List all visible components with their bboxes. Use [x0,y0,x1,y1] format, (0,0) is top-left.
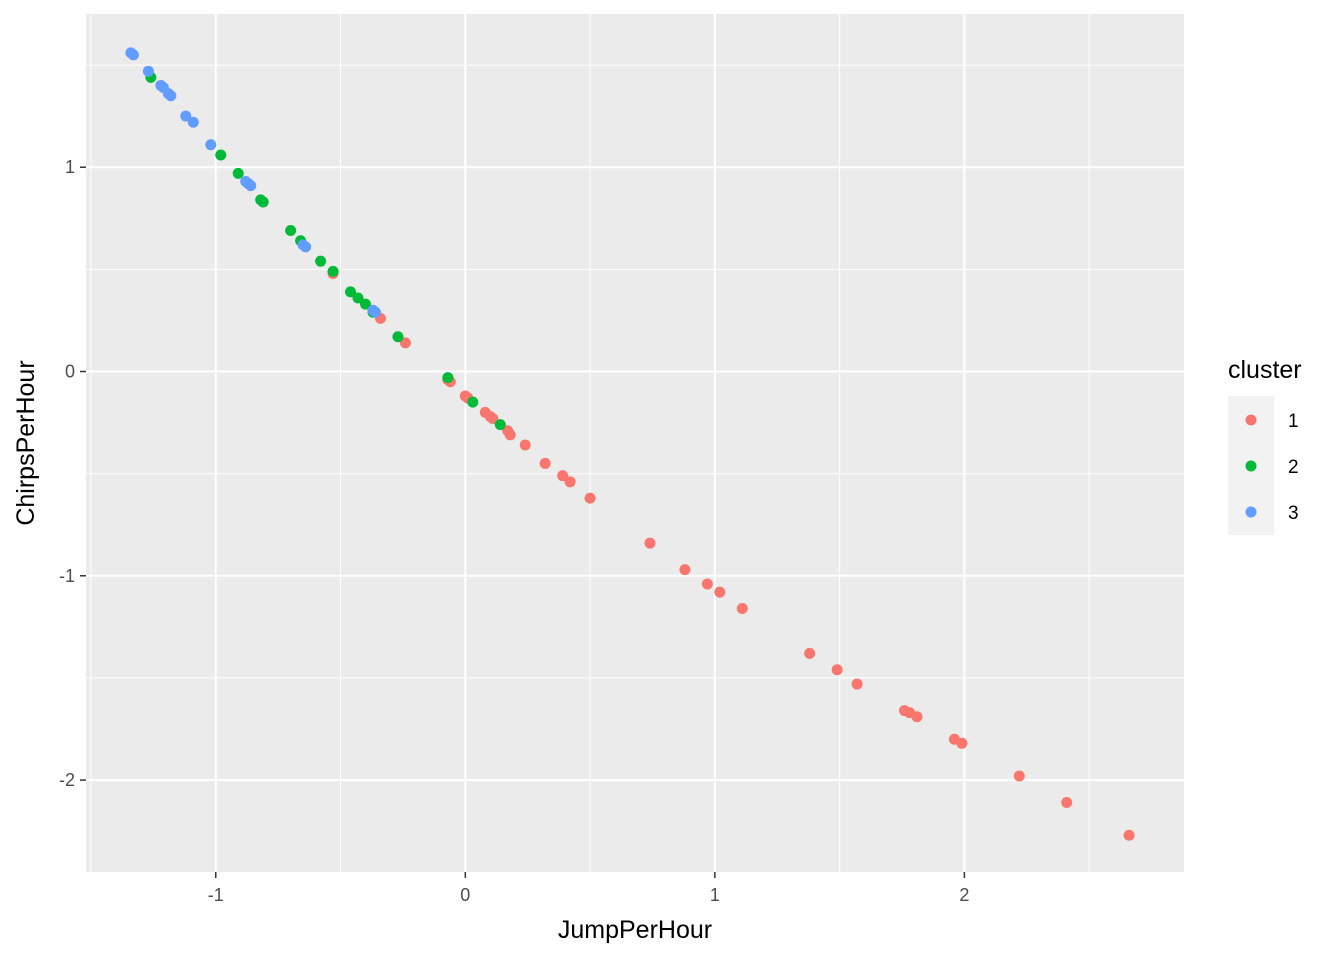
data-point-cluster-2 [392,331,404,343]
data-point-cluster-2 [257,196,269,208]
data-point-cluster-1 [564,476,576,488]
data-point-cluster-2 [359,298,371,310]
data-point-cluster-1 [1123,829,1135,841]
data-point-cluster-2 [327,265,339,277]
data-point-cluster-3 [205,139,217,151]
data-point-cluster-1 [911,711,923,723]
x-tick-label: 0 [460,885,470,905]
x-axis: -1 0 1 2 [208,872,969,905]
data-point-cluster-1 [831,664,843,676]
data-point-cluster-3 [245,180,257,192]
data-point-cluster-1 [557,470,569,482]
legend-entries: 1 2 3 [1245,411,1299,524]
y-tick-label: 1 [65,157,75,177]
legend: cluster 1 2 3 [1228,356,1302,535]
data-point-cluster-3 [127,49,139,61]
data-point-cluster-1 [714,586,726,598]
legend-title: cluster [1228,356,1302,384]
data-point-cluster-2 [315,255,327,267]
y-tick-label: -2 [59,770,75,790]
legend-key-cluster-1 [1245,414,1257,426]
major-gridlines [86,14,1184,872]
data-point-cluster-3 [187,116,199,128]
data-point-cluster-3 [369,306,381,318]
legend-key-cluster-3 [1245,506,1257,518]
x-axis-title: JumpPerHour [558,916,712,944]
data-point-cluster-3 [300,241,312,253]
legend-label: 2 [1288,457,1299,478]
legend-label: 1 [1288,411,1299,432]
data-point-cluster-1 [956,737,968,749]
data-point-cluster-2 [215,149,227,161]
data-point-cluster-2 [352,292,364,304]
y-tick-label: 0 [65,362,75,382]
data-point-cluster-2 [467,396,479,408]
data-point-cluster-1 [504,429,516,441]
data-point-cluster-1 [804,647,816,659]
data-point-cluster-3 [165,90,177,102]
y-axis-title: ChirpsPerHour [12,360,40,525]
data-point-cluster-1 [736,602,748,614]
data-point-cluster-1 [519,439,531,451]
legend-key-cluster-2 [1245,460,1257,472]
x-tick-label: 1 [710,885,720,905]
x-tick-label: -1 [208,885,224,905]
data-point-cluster-2 [285,225,297,237]
data-point-cluster-1 [487,412,499,424]
data-point-cluster-1 [399,337,411,349]
data-point-cluster-1 [679,564,691,576]
data-point-cluster-3 [180,110,192,122]
data-point-cluster-1 [539,457,551,469]
minor-gridlines [86,14,1184,872]
data-point-cluster-1 [851,678,863,690]
data-point-cluster-1 [644,537,656,549]
x-tick-label: 2 [959,885,969,905]
plot-panel [86,14,1184,872]
data-point-cluster-2 [345,286,357,298]
data-point-cluster-1 [1061,797,1073,809]
data-point-cluster-1 [701,578,713,590]
y-tick-label: -1 [59,566,75,586]
data-point-cluster-2 [442,372,454,384]
data-point-cluster-1 [1013,770,1025,782]
data-point-cluster-2 [232,167,244,179]
y-axis: -2 -1 0 1 [59,157,86,790]
data-point-cluster-1 [584,492,596,504]
data-points [125,47,1135,841]
legend-label: 3 [1288,503,1299,524]
data-point-cluster-3 [142,65,154,77]
data-point-cluster-2 [494,419,506,431]
